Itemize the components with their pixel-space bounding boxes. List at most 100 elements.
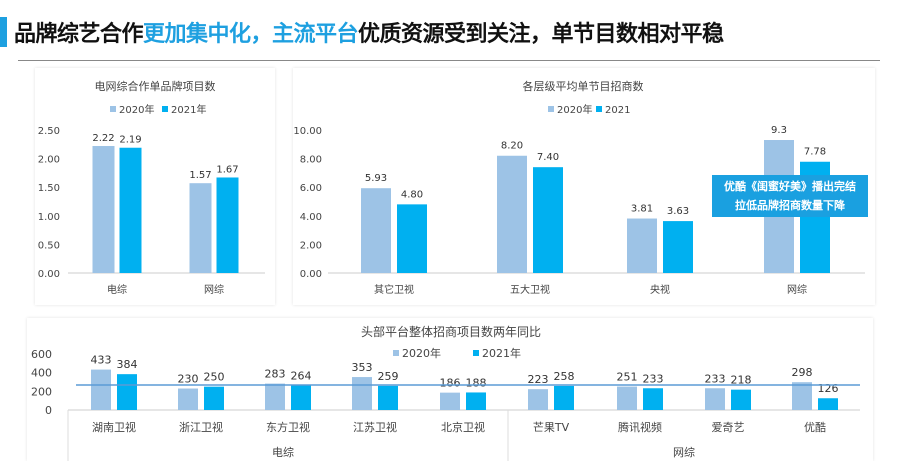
data-label: 233 [643,372,664,385]
bar-2021 [466,392,486,410]
bar-2021 [119,147,142,273]
data-label: 7.78 [804,147,826,158]
bar-2020 [361,188,391,273]
title-part-1: 品牌综艺合作 [14,22,144,47]
y-tick-label: 4.00 [300,212,322,223]
y-tick-label: 1.50 [38,183,60,194]
data-label: 2.22 [92,133,114,144]
y-tick-label: 2.50 [38,126,60,137]
chart3-panel [27,318,873,461]
y-tick-label: 600 [31,348,52,361]
legend-label: 2020年 [402,346,441,360]
data-label: 283 [265,368,286,381]
y-tick-label: 6.00 [300,183,322,194]
category-label: 优酷 [804,421,826,434]
category-label: 芒果TV [533,421,570,434]
group-label: 网综 [673,445,695,459]
data-label: 7.40 [537,152,559,163]
legend-swatch [596,106,602,112]
category-label: 央视 [650,283,670,296]
data-label: 218 [731,374,752,387]
category-label: 北京卫视 [441,420,485,434]
y-tick-label: 8.00 [300,155,322,166]
y-tick-label: 200 [31,385,52,398]
y-tick-label: 0.50 [38,240,60,251]
data-label: 1.67 [216,164,238,175]
chart-title: 头部平台整体招商项目数两年同比 [361,324,541,339]
data-label: 433 [91,354,112,367]
data-label: 250 [204,371,225,384]
category-label: 腾讯视频 [618,420,662,434]
y-tick-label: 2.00 [38,155,60,166]
y-tick-label: 1.00 [38,212,60,223]
data-label: 230 [178,373,199,386]
bar-2020 [792,382,812,410]
legend-swatch [393,350,399,356]
title-part-3: 优质资源受到关注，单节目数相对平稳 [358,22,724,47]
bar-2021 [204,386,224,410]
page-title: 品牌综艺合作更加集中化，主流平台优质资源受到关注，单节目数相对平稳 [14,16,724,48]
data-label: 3.81 [631,204,653,215]
category-label: 电综 [107,283,127,296]
data-label: 9.3 [771,125,787,136]
bar-2020 [497,155,527,273]
bar-2021 [397,204,427,273]
category-label: 东方卫视 [266,420,310,434]
legend-label: 2021年 [482,346,521,360]
category-label: 江苏卫视 [353,420,397,434]
category-label: 网综 [204,283,224,296]
data-label: 126 [818,382,839,395]
legend-swatch [110,106,116,112]
category-label: 爱奇艺 [712,421,745,434]
y-tick-label: 0.00 [38,269,60,280]
category-label: 五大卫视 [510,283,550,296]
category-label: 湖南卫视 [92,420,136,434]
y-tick-label: 0.00 [300,269,322,280]
title-divider [18,60,880,61]
data-label: 8.20 [501,141,523,152]
chart-title: 各层级平均单节目招商数 [523,79,644,93]
category-label: 网综 [787,283,807,296]
data-label: 298 [792,366,813,379]
bar-2020 [189,183,212,273]
legend-label: 2021 [605,105,630,116]
bar-2021 [533,167,563,273]
data-label: 186 [440,377,461,390]
y-tick-label: 0 [45,404,52,417]
group-label: 电综 [272,445,294,459]
title-accent-bar [0,17,7,47]
bar-2021 [117,374,137,410]
y-tick-label: 400 [31,367,52,380]
bar-2020 [265,383,285,410]
legend-swatch [473,350,479,356]
legend-label: 2021年 [171,103,206,116]
bar-2020 [352,377,372,410]
legend-label: 2020年 [557,103,592,116]
data-label: 1.57 [189,170,211,181]
category-label: 浙江卫视 [179,420,223,434]
legend-label: 2020年 [119,103,154,116]
data-label: 4.80 [401,189,423,200]
annotation-line-2: 拉低品牌招商数量下降 [735,199,845,212]
data-label: 353 [352,361,373,374]
bar-2021 [663,221,693,273]
annotation-line-1: 优酷《闺蜜好美》播出完结 [724,180,856,193]
data-label: 223 [528,373,549,386]
bar-2021 [554,385,574,410]
category-label: 其它卫视 [374,283,414,296]
bar-2020 [92,146,115,273]
data-label: 5.93 [365,173,387,184]
title-part-highlight: 更加集中化，主流平台 [143,22,359,47]
y-tick-label: 2.00 [300,240,322,251]
data-label: 2.19 [119,135,141,146]
annotation-callout: 优酷《闺蜜好美》播出完结 拉低品牌招商数量下降 [712,175,868,217]
data-label: 188 [466,376,487,389]
chart-title: 电网综合作单品牌项目数 [95,79,216,93]
bar-2020 [627,218,657,273]
bar-2021 [731,389,751,410]
bar-2020 [440,392,460,410]
data-label: 251 [617,371,638,384]
data-label: 259 [378,370,399,383]
bar-2020 [617,386,637,410]
